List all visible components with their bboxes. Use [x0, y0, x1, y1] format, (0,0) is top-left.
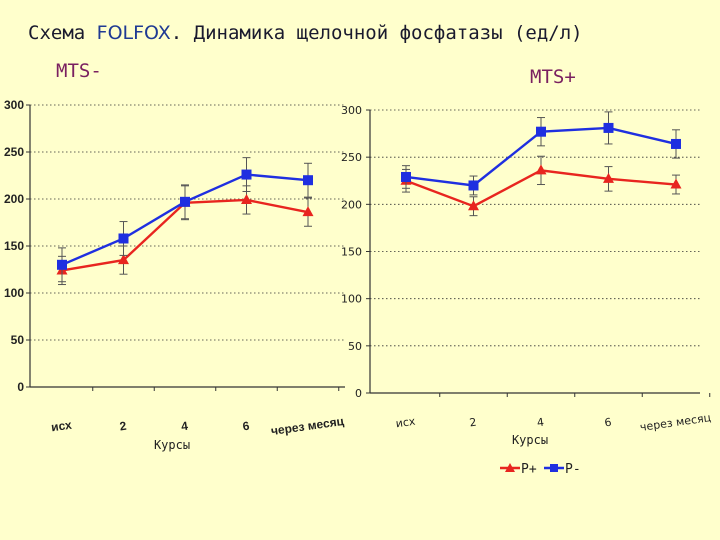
right-series-p-plus-point — [535, 164, 547, 175]
left-series-p-minus-point — [303, 175, 313, 186]
left-x-axis-title: Курсы — [154, 438, 190, 452]
right-x-tick-label: 6 — [604, 416, 613, 430]
title-suffix: . Динамика щелочной фосфатазы (ед/л) — [170, 22, 583, 44]
left-series-p-minus-point — [180, 196, 190, 207]
left-series-p-plus-point — [302, 206, 314, 217]
slide-title: Схема FOLFOX. Динамика щелочной фосфатаз… — [28, 22, 583, 44]
title-accent: FOLFOX — [96, 22, 171, 44]
right-x-tick-label: исх — [395, 415, 417, 431]
right-x-tick-label: 4 — [536, 416, 545, 430]
left-y-tick-label: 150 — [4, 239, 24, 253]
left-x-tick-label: 2 — [119, 419, 128, 434]
left-chart: 0 50 100 150 200 250 300 исх 2 4 6 через месяц Курсы — [4, 98, 345, 452]
right-y-tick-label: 0 — [355, 387, 362, 400]
left-x-tick-label: исх — [50, 418, 73, 435]
legend-p-minus-label: P- — [565, 462, 581, 477]
left-series-p-minus-point — [241, 169, 252, 180]
right-series-p-minus-point — [671, 138, 681, 149]
right-series-p-plus-point — [603, 172, 614, 183]
left-y-tick-label: 200 — [4, 192, 24, 206]
right-series-p-minus-point — [536, 126, 546, 137]
right-y-tick-label: 250 — [341, 151, 362, 164]
left-y-tick-label: 0 — [17, 380, 24, 394]
right-y-tick-label: 50 — [348, 340, 362, 353]
left-y-tick-label: 300 — [4, 98, 24, 112]
right-legend: P+ P- — [500, 462, 581, 477]
chart-left-title: MTS- — [56, 60, 102, 82]
right-y-tick-label: 150 — [341, 246, 362, 259]
right-series-p-minus-point — [468, 180, 479, 191]
left-x-tick-label: 4 — [180, 419, 189, 434]
left-x-tick-label: через месяц — [270, 414, 345, 438]
left-series-p-minus-point — [118, 233, 129, 244]
right-series-p-minus-point — [603, 122, 614, 133]
right-series-p-plus-point — [468, 200, 479, 211]
left-y-tick-label: 100 — [4, 286, 24, 300]
legend-p-minus-marker — [550, 464, 558, 472]
right-chart: 0 50 100 150 200 250 300 исх 2 4 6 через месяц Курсы… — [341, 104, 712, 477]
right-series-p-plus-point — [670, 178, 682, 189]
left-y-tick-label: 250 — [4, 145, 24, 159]
right-y-tick-label: 300 — [341, 104, 362, 117]
right-x-tick-label: 2 — [469, 416, 478, 430]
right-series-p-minus-point — [401, 171, 411, 182]
right-x-axis-title: Курсы — [512, 433, 548, 447]
left-series-p-plus-point — [118, 254, 129, 265]
title-prefix: Схема — [28, 22, 97, 44]
legend-p-plus-marker — [505, 463, 515, 472]
right-y-tick-label: 100 — [341, 293, 362, 306]
chart-right-title: MTS+ — [530, 66, 576, 88]
left-series-p-minus-point — [57, 259, 67, 270]
right-x-tick-label: через месяц — [639, 411, 712, 434]
legend-p-plus-label: P+ — [521, 462, 537, 477]
left-y-tick-label: 50 — [11, 333, 25, 347]
right-y-tick-label: 200 — [341, 198, 362, 211]
left-x-tick-label: 6 — [242, 419, 251, 434]
left-series-p-plus-point — [241, 193, 252, 204]
